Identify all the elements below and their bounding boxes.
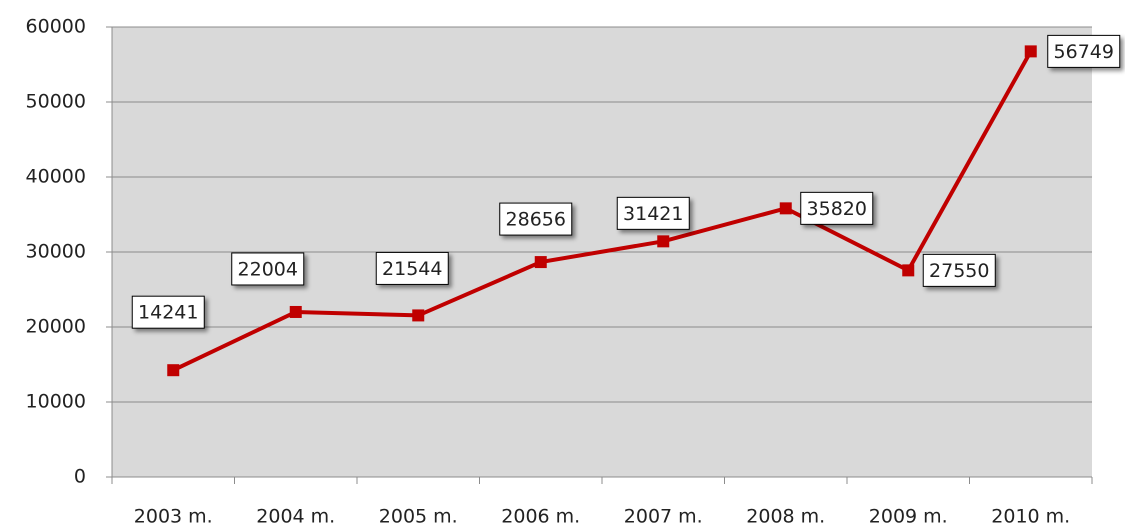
marker — [289, 305, 302, 318]
line — [172, 50, 1033, 372]
marker — [1024, 45, 1037, 58]
x-tick-label: 2003 m. — [134, 506, 213, 528]
data-label-box — [131, 295, 205, 329]
data-label-box — [375, 251, 449, 285]
data-label-box — [616, 196, 690, 230]
data-label-box — [231, 252, 305, 286]
x-tick-label: 2004 m. — [256, 506, 335, 528]
marker — [167, 364, 180, 377]
marker — [902, 264, 915, 277]
data-label: 22004 — [238, 258, 298, 280]
marker — [657, 235, 670, 248]
y-tick-label: 60000 — [26, 16, 86, 38]
x-tick-label: 2005 m. — [379, 506, 458, 528]
y-tick-label: 10000 — [26, 391, 86, 413]
y-tick-label: 0 — [74, 466, 86, 488]
y-tick-label: 40000 — [26, 166, 86, 188]
data-label: 27550 — [929, 260, 989, 282]
y-tick-label: 20000 — [26, 316, 86, 338]
marker — [412, 309, 425, 322]
x-tick-label: 2009 m. — [869, 506, 948, 528]
y-tick-label: 50000 — [26, 91, 86, 113]
x-tick-label: 2006 m. — [501, 506, 580, 528]
data-label-box — [922, 253, 996, 287]
data-label: 35820 — [807, 198, 867, 220]
data-label: 21544 — [382, 258, 442, 280]
data-label: 28656 — [506, 209, 566, 231]
data-label: 14241 — [138, 302, 198, 324]
x-tick-label: 2008 m. — [746, 506, 825, 528]
x-tick-label: 2007 m. — [624, 506, 703, 528]
data-label: 31421 — [623, 203, 683, 225]
data-label-box — [800, 191, 874, 225]
data-label-box — [1047, 34, 1121, 68]
data-label: 56749 — [1054, 41, 1114, 63]
x-tick-label: 2010 m. — [991, 506, 1070, 528]
marker — [534, 256, 547, 269]
y-tick-label: 30000 — [26, 241, 86, 263]
marker — [779, 202, 792, 215]
data-label-box — [499, 202, 573, 236]
